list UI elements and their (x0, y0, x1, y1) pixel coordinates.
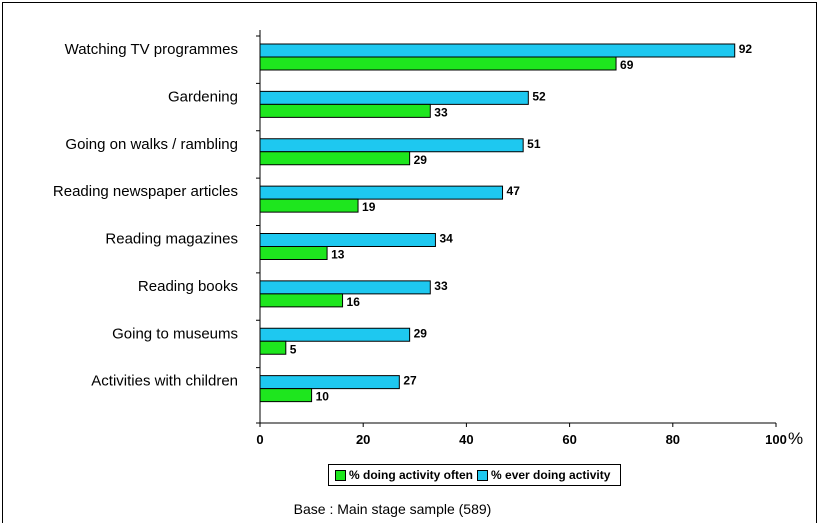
legend: % doing activity often % ever doing acti… (328, 464, 621, 486)
bar-often (260, 294, 343, 307)
x-tick-label: 20 (356, 432, 370, 447)
x-tick-label: 80 (666, 432, 680, 447)
bar-ever (260, 139, 523, 152)
data-label-ever: 33 (434, 279, 448, 293)
data-label-ever: 29 (414, 326, 428, 340)
bar-often (260, 247, 327, 260)
bar-ever (260, 44, 735, 57)
bar-ever (260, 376, 399, 389)
base-footnote: Base : Main stage sample (589) (0, 501, 821, 517)
category-label: Reading books (138, 278, 238, 295)
legend-label-often: % doing activity often (349, 468, 473, 482)
category-label: Gardening (168, 88, 238, 105)
data-label-ever: 47 (507, 184, 521, 198)
legend-swatch-often (335, 470, 346, 481)
data-label-often: 69 (620, 58, 634, 72)
base-footnote-text: Base : Main stage sample (589) (294, 501, 492, 517)
legend-label-ever: % ever doing activity (491, 468, 610, 482)
category-label: Reading newspaper articles (53, 183, 238, 200)
data-label-often: 16 (347, 295, 361, 309)
x-tick-label: 40 (459, 432, 473, 447)
bar-often (260, 152, 410, 165)
data-label-often: 10 (316, 390, 330, 404)
x-axis-unit: % (788, 429, 803, 448)
bar-often (260, 57, 616, 70)
bar-often (260, 389, 312, 402)
bar-ever (260, 281, 430, 294)
data-label-ever: 27 (403, 374, 417, 388)
bar-often (260, 104, 430, 117)
data-label-ever: 34 (439, 232, 453, 246)
bar-often (260, 341, 286, 354)
bar-often (260, 199, 358, 212)
bar-ever (260, 186, 503, 199)
data-label-ever: 52 (532, 89, 546, 103)
bar-ever (260, 234, 435, 247)
x-tick-label: 60 (562, 432, 576, 447)
legend-item-often: % doing activity often (335, 468, 473, 482)
legend-item-ever: % ever doing activity (477, 468, 610, 482)
data-label-often: 5 (290, 342, 297, 356)
category-label: Going to museums (112, 325, 238, 342)
bar-ever (260, 91, 528, 104)
category-label: Going on walks / rambling (65, 136, 238, 153)
bar-chart: 0 20 40 60 80 100 % Watching TV programmes 92 69 G… (0, 0, 821, 460)
bar-ever (260, 328, 410, 341)
data-label-often: 19 (362, 200, 376, 214)
data-label-ever: 51 (527, 137, 541, 151)
data-label-often: 33 (434, 105, 448, 119)
data-label-ever: 92 (739, 42, 753, 56)
x-tick-label: 100 (765, 432, 787, 447)
category-label: Watching TV programmes (65, 41, 238, 58)
legend-swatch-ever (477, 470, 488, 481)
category-label: Activities with children (91, 373, 238, 390)
x-tick-label: 0 (256, 432, 263, 447)
data-label-often: 13 (331, 248, 345, 262)
category-label: Reading magazines (105, 231, 238, 248)
data-label-often: 29 (414, 153, 428, 167)
